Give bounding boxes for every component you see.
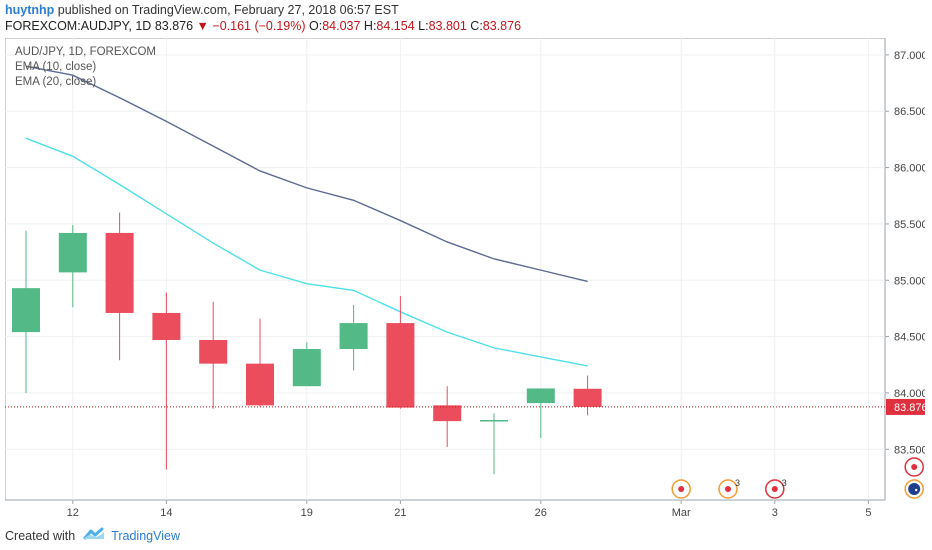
last-price: 83.876 bbox=[154, 19, 194, 33]
candles bbox=[12, 212, 602, 475]
close-value: 83.876 bbox=[482, 19, 522, 33]
high-value: 84.154 bbox=[376, 19, 415, 33]
footer: Created with TradingView bbox=[5, 527, 180, 544]
x-tick-label: 19 bbox=[301, 507, 313, 519]
candle-up bbox=[526, 388, 555, 404]
legend-ema10[interactable]: EMA (10, close) bbox=[15, 61, 97, 73]
x-tick-label: 12 bbox=[67, 507, 79, 519]
high-label: H: bbox=[363, 19, 377, 33]
legend-symbol: AUD/JPY, 1D, FOREXCOM bbox=[15, 46, 157, 58]
event-dot bbox=[725, 486, 731, 492]
y-tick-label: 86.000 bbox=[894, 163, 925, 175]
event-count: 3 bbox=[782, 478, 787, 488]
chart-legend: AUD/JPY, 1D, FOREXCOM EMA (10, close) EM… bbox=[15, 45, 156, 90]
last-price-badge-label: 83.876 bbox=[894, 402, 925, 414]
x-tick-label: 5 bbox=[865, 507, 871, 519]
y-tick-label: 87.000 bbox=[894, 50, 925, 62]
y-tick-label: 84.500 bbox=[894, 332, 925, 344]
candle-up bbox=[12, 288, 40, 333]
close-label: C: bbox=[470, 19, 483, 33]
author-name[interactable]: huytnhp bbox=[5, 3, 55, 17]
symbol-label: FOREXCOM:AUDJPY, 1D bbox=[5, 19, 152, 33]
low-value: 83.801 bbox=[428, 19, 467, 33]
candle-down bbox=[199, 339, 228, 364]
candle-down bbox=[246, 363, 274, 406]
candle-down bbox=[433, 405, 462, 422]
ema-lines bbox=[25, 65, 588, 367]
created-with-text: Created with bbox=[5, 528, 76, 543]
event-dot bbox=[678, 486, 685, 492]
last-price-badge bbox=[886, 398, 925, 415]
price-axis: 83.500 84.000 84.500 85.000 85.500 86.000 86.5… bbox=[885, 50, 928, 456]
low-label: L: bbox=[418, 19, 429, 33]
symbol-info-line: FOREXCOM:AUDJPY, 1D 83.876 ▼ −0.161 (−0.… bbox=[5, 19, 521, 33]
price-change: −0.161 (−0.19%) bbox=[212, 19, 306, 33]
event-dot bbox=[771, 486, 778, 492]
x-tick-label: 26 bbox=[535, 507, 547, 519]
y-tick-label: 84.000 bbox=[894, 388, 925, 400]
y-tick-label: 85.500 bbox=[894, 219, 925, 231]
published-text: published on TradingView.com, February 2… bbox=[57, 3, 399, 17]
time-axis: 12 14 19 21 26 Mar 3 5 bbox=[67, 500, 871, 519]
candle-down bbox=[386, 323, 415, 408]
ema10-line bbox=[25, 137, 588, 367]
candle-down bbox=[573, 388, 602, 407]
tradingview-link[interactable]: TradingView bbox=[111, 528, 180, 543]
flag-fill bbox=[908, 483, 921, 495]
open-value: 84.037 bbox=[322, 19, 361, 33]
candle-down bbox=[152, 312, 181, 340]
candle-down bbox=[105, 232, 134, 313]
event-count: 3 bbox=[735, 478, 740, 488]
candle-up bbox=[339, 323, 368, 350]
y-tick-label: 86.500 bbox=[894, 106, 925, 118]
candle-up bbox=[58, 232, 87, 273]
y-tick-label: 83.500 bbox=[894, 444, 925, 456]
x-tick-label: 3 bbox=[772, 507, 778, 519]
x-tick-label: 14 bbox=[160, 507, 172, 519]
open-label: O: bbox=[309, 19, 323, 33]
candle-up bbox=[292, 349, 321, 387]
x-tick-label: 21 bbox=[394, 507, 406, 519]
ema20-line bbox=[25, 65, 588, 283]
event-dot bbox=[911, 464, 918, 470]
tradingview-logo-icon[interactable] bbox=[83, 527, 105, 544]
y-tick-label: 85.000 bbox=[894, 275, 925, 287]
legend-ema20[interactable]: EMA (20, close) bbox=[15, 76, 97, 88]
last-price-line: 83.876 bbox=[5, 398, 928, 415]
publish-line: huytnhp published on TradingView.com, Fe… bbox=[5, 3, 399, 17]
candle-up bbox=[480, 419, 508, 422]
flag-star bbox=[915, 488, 918, 492]
x-tick-label: Mar bbox=[672, 507, 691, 519]
plot-frame bbox=[4, 37, 886, 501]
down-arrow-icon: ▼ bbox=[196, 19, 209, 33]
